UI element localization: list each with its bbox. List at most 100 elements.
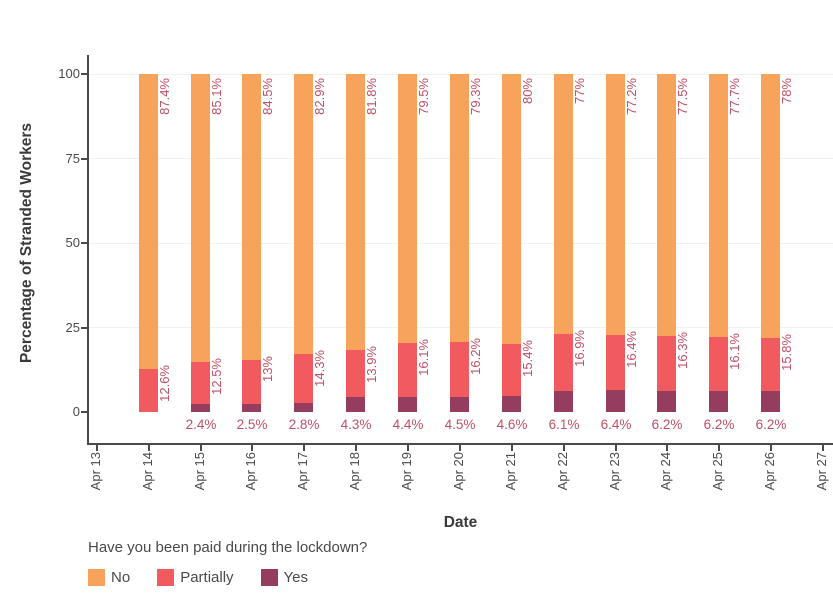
x-axis-title: Date bbox=[443, 514, 478, 531]
bar-segment-partially bbox=[450, 342, 469, 397]
x-tick-label: Apr 14 bbox=[140, 452, 155, 491]
x-tick-label: Apr 23 bbox=[607, 452, 622, 491]
x-tick-mark bbox=[148, 445, 150, 451]
bar-label-no: 77% bbox=[572, 78, 587, 105]
bar-segment-partially bbox=[242, 359, 261, 404]
bar-segment-no bbox=[761, 74, 780, 338]
bar-segment-yes bbox=[242, 403, 261, 412]
bar-segment-no bbox=[657, 74, 676, 336]
x-tick-label: Apr 22 bbox=[555, 452, 570, 491]
bar-segment-partially bbox=[346, 350, 365, 398]
x-axis-line bbox=[87, 443, 833, 445]
bar-segment-yes bbox=[502, 396, 521, 412]
legend-label-yes: Yes bbox=[283, 569, 309, 586]
y-tick-mark-25 bbox=[81, 326, 87, 329]
bar-segment-no bbox=[709, 74, 728, 337]
bar-label-partially: 15.4% bbox=[520, 340, 535, 378]
bar-label-yes: 2.4% bbox=[185, 417, 217, 432]
y-tick-label-0: 0 bbox=[72, 404, 80, 419]
bar-label-partially: 12.5% bbox=[209, 357, 224, 395]
y-axis-title: Percentage of Stranded Workers bbox=[18, 122, 36, 364]
bar-label-no: 84.5% bbox=[260, 78, 275, 115]
y-axis-title-wrap: Percentage of Stranded Workers bbox=[14, 74, 40, 412]
x-tick-mark bbox=[770, 445, 772, 451]
bar-segment-partially bbox=[761, 337, 780, 392]
bar-label-yes: 4.4% bbox=[392, 417, 424, 432]
bar-label-no: 77.7% bbox=[727, 78, 742, 115]
x-tick-label: Apr 27 bbox=[814, 452, 829, 491]
x-tick-label: Apr 13 bbox=[88, 452, 103, 491]
bar-label-yes: 6.2% bbox=[755, 417, 787, 432]
bar-segment-no bbox=[346, 74, 365, 351]
bar-label-yes: 4.6% bbox=[496, 417, 528, 432]
x-tick-mark bbox=[511, 445, 513, 451]
legend-title: Have you been paid during the lockdown? bbox=[88, 539, 368, 556]
y-axis-line bbox=[87, 55, 89, 445]
bar-segment-partially bbox=[191, 361, 210, 404]
legend-label-partially: Partially bbox=[180, 569, 234, 586]
bar-label-yes: 6.2% bbox=[703, 417, 735, 432]
bar-segment-yes bbox=[450, 396, 469, 412]
x-tick-mark bbox=[459, 445, 461, 451]
bar-segment-yes bbox=[191, 403, 210, 412]
y-tick-label-25: 25 bbox=[65, 319, 80, 335]
bar-label-no: 81.8% bbox=[364, 78, 379, 115]
x-tick-mark bbox=[200, 445, 202, 451]
bar-segment-no bbox=[554, 74, 573, 335]
legend-label-no: No bbox=[111, 569, 131, 586]
x-tick-label: Apr 25 bbox=[710, 452, 725, 491]
x-tick-label: Apr 24 bbox=[658, 452, 673, 491]
bar-label-no: 77.2% bbox=[624, 78, 639, 115]
x-tick-label: Apr 20 bbox=[451, 452, 466, 491]
bar-segment-partially bbox=[554, 334, 573, 392]
legend: No Partially Yes bbox=[88, 569, 308, 586]
bar-label-no: 87.4% bbox=[157, 78, 172, 115]
bar-label-no: 79.5% bbox=[416, 78, 431, 115]
y-tick-label-75: 75 bbox=[65, 150, 80, 166]
legend-swatch-no bbox=[88, 569, 105, 586]
bar-segment-no bbox=[450, 74, 469, 343]
x-tick-mark bbox=[666, 445, 668, 451]
bar-label-no: 79.3% bbox=[468, 78, 483, 115]
bar-label-partially: 16.4% bbox=[624, 330, 639, 368]
y-tick-mark-75 bbox=[81, 157, 87, 160]
bar-segment-no bbox=[606, 74, 625, 335]
x-tick-mark bbox=[251, 445, 253, 451]
bar-label-partially: 16.2% bbox=[468, 338, 483, 375]
bar-segment-partially bbox=[606, 334, 625, 391]
bar-label-no: 82.9% bbox=[312, 78, 327, 115]
bar-label-no: 80% bbox=[520, 78, 535, 105]
x-tick-label: Apr 26 bbox=[762, 452, 777, 491]
legend-swatch-partially bbox=[157, 569, 175, 586]
bar-label-no: 78% bbox=[779, 78, 794, 105]
y-tick-mark-0 bbox=[81, 411, 87, 413]
bar-label-no: 85.1% bbox=[209, 78, 224, 115]
bar-label-yes: 6.4% bbox=[600, 417, 632, 432]
x-tick-mark bbox=[407, 445, 409, 451]
bar-label-yes: 2.8% bbox=[288, 417, 320, 432]
x-tick-mark bbox=[563, 445, 565, 451]
bar-segment-yes bbox=[709, 391, 728, 412]
bar-segment-partially bbox=[139, 369, 158, 412]
x-tick-label: Apr 19 bbox=[399, 452, 414, 491]
bar-segment-yes bbox=[346, 397, 365, 412]
bar-label-partially: 13.9% bbox=[364, 346, 379, 384]
bar-segment-partially bbox=[294, 354, 313, 403]
x-tick-label: Apr 15 bbox=[192, 452, 207, 491]
bar-label-partially: 16.3% bbox=[675, 331, 690, 369]
bar-label-partially: 13% bbox=[260, 355, 275, 382]
legend-item-partially: Partially bbox=[157, 569, 234, 586]
bar-segment-no bbox=[294, 74, 313, 355]
y-tick-mark-50 bbox=[81, 242, 87, 244]
bar-segment-no bbox=[242, 74, 261, 360]
x-tick-label: Apr 17 bbox=[295, 452, 310, 491]
legend-swatch-yes bbox=[260, 569, 278, 586]
bar-segment-yes bbox=[554, 391, 573, 412]
x-tick-mark bbox=[822, 445, 824, 451]
legend-item-yes: Yes bbox=[260, 569, 309, 586]
x-tick-mark bbox=[615, 445, 617, 451]
bar-segment-yes bbox=[657, 391, 676, 412]
bar-segment-partially bbox=[709, 336, 728, 392]
y-tick-label-100: 100 bbox=[58, 66, 80, 81]
bar-label-partially: 12.6% bbox=[157, 365, 172, 403]
